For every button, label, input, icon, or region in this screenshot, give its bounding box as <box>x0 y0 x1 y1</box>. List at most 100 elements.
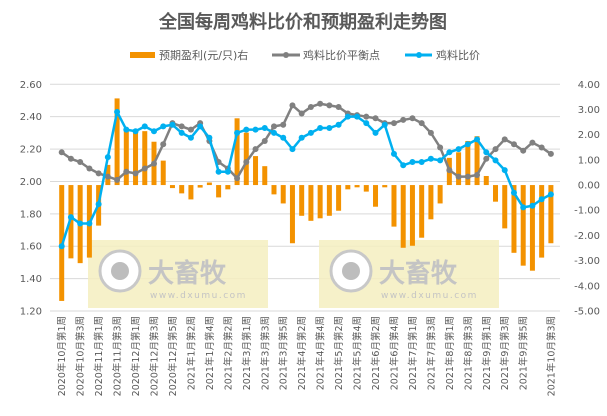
x-tick-label: 2021年5月第2周 <box>333 316 345 390</box>
point-ratio <box>95 201 102 208</box>
x-tick-label: 2021年3月第5周 <box>278 316 290 390</box>
bar-profit <box>289 185 295 244</box>
point-breakeven <box>547 150 554 157</box>
x-axis: 2020年10月第1周 2020年10月第3周 2020年11月第1周 2020年11… <box>50 310 560 396</box>
point-ratio <box>141 123 148 130</box>
y-right-tick-label: 0.00 <box>578 181 600 192</box>
point-ratio <box>178 129 185 136</box>
bar-profit <box>243 132 249 186</box>
bar-profit <box>133 131 139 186</box>
point-ratio <box>270 129 277 136</box>
y-right-tick-label: 1.00 <box>578 155 600 166</box>
point-breakeven <box>390 120 397 127</box>
bar-profit <box>206 182 212 186</box>
point-ratio <box>483 149 490 156</box>
point-ratio <box>520 204 527 211</box>
bar-profit <box>539 185 545 258</box>
bar-profit <box>188 185 194 200</box>
x-tick-label: 2020年10月第1周 <box>56 316 68 396</box>
point-ratio <box>187 134 194 141</box>
bar-profit <box>548 185 554 244</box>
bar-profit <box>336 185 342 211</box>
point-ratio <box>547 191 554 198</box>
point-breakeven <box>437 144 444 151</box>
bar-profit <box>317 185 323 219</box>
point-breakeven <box>474 171 481 178</box>
x-tick-label: 2021年7月第3周 <box>425 316 437 390</box>
point-ratio <box>224 168 231 175</box>
legend-swatch-profit <box>130 52 155 58</box>
x-tick-label: 2021年1月第4周 <box>204 316 216 390</box>
legend-marker-ratio <box>416 52 422 58</box>
bar-profit <box>354 185 360 188</box>
point-ratio <box>160 123 167 130</box>
point-breakeven <box>132 170 139 177</box>
point-breakeven <box>538 144 545 151</box>
point-ratio <box>234 129 241 136</box>
x-tick-label: 2021年4月第2周 <box>296 316 308 390</box>
bar-profit <box>262 166 268 186</box>
bar-profit <box>179 185 185 194</box>
legend-label-profit: 预期盈利(元/只)右 <box>159 48 248 62</box>
point-breakeven <box>141 165 148 172</box>
y-left-tick-label: 1.80 <box>20 209 42 220</box>
bar-profit <box>465 140 471 186</box>
point-breakeven <box>446 167 453 174</box>
point-ratio <box>354 113 361 120</box>
bar-profit <box>114 98 120 186</box>
point-ratio <box>151 128 157 135</box>
point-ratio <box>114 108 121 115</box>
point-ratio <box>363 120 370 127</box>
point-ratio <box>372 129 379 136</box>
x-tick-label: 2021年9月第3周 <box>499 316 511 390</box>
y-right-tick-label: 4.00 <box>578 80 600 91</box>
point-ratio <box>446 149 453 156</box>
bar-profit <box>419 185 425 238</box>
point-breakeven <box>483 155 490 162</box>
bar-profit <box>234 118 240 186</box>
point-ratio <box>215 168 222 175</box>
bar-profit <box>280 185 286 204</box>
x-tick-label: 2020年12月第3周 <box>149 316 161 396</box>
point-breakeven <box>464 173 471 180</box>
y-left-tick-label: 1.40 <box>20 274 42 285</box>
bar-profit <box>483 175 489 186</box>
x-tick-label: 2021年10月第3周 <box>545 316 557 396</box>
point-breakeven <box>363 113 370 120</box>
point-ratio <box>298 134 305 141</box>
point-breakeven <box>326 102 333 109</box>
point-ratio <box>243 126 250 133</box>
point-breakeven <box>95 170 102 177</box>
point-breakeven <box>492 146 499 153</box>
bar-profit <box>271 185 277 195</box>
point-ratio <box>427 155 434 162</box>
x-tick-label: 2021年2月第2周 <box>222 316 234 390</box>
bar-profit <box>511 185 517 253</box>
y-right-tick-label: -2.00 <box>574 231 600 242</box>
bar-profit <box>326 185 332 216</box>
point-ratio <box>280 134 287 141</box>
point-breakeven <box>400 116 407 123</box>
x-tick-label: 2021年6月第2周 <box>370 316 382 390</box>
point-ratio <box>104 154 111 161</box>
y-right-tick-label: -1.00 <box>574 206 600 217</box>
y-left-tick-label: 2.40 <box>20 112 42 123</box>
point-breakeven <box>58 149 65 156</box>
legend-marker-breakeven <box>283 52 289 58</box>
point-ratio <box>400 162 407 169</box>
watermark-url: www.dxumu.com <box>150 291 247 301</box>
point-ratio <box>123 126 130 133</box>
bar-profit <box>373 185 379 207</box>
point-ratio <box>58 243 65 250</box>
x-tick-label: 2021年9月第5周 <box>518 316 530 390</box>
watermark-text: 大畜牧 <box>379 258 458 289</box>
point-ratio <box>326 125 333 132</box>
y-left-tick-label: 2.00 <box>20 177 42 188</box>
point-ratio <box>261 125 268 132</box>
point-ratio <box>317 125 324 132</box>
bar-profit <box>428 185 434 220</box>
bar-profit <box>160 160 166 186</box>
x-tick-label: 2020年12月第1周 <box>130 316 142 396</box>
bar-profit <box>299 185 305 216</box>
point-breakeven <box>270 123 277 130</box>
